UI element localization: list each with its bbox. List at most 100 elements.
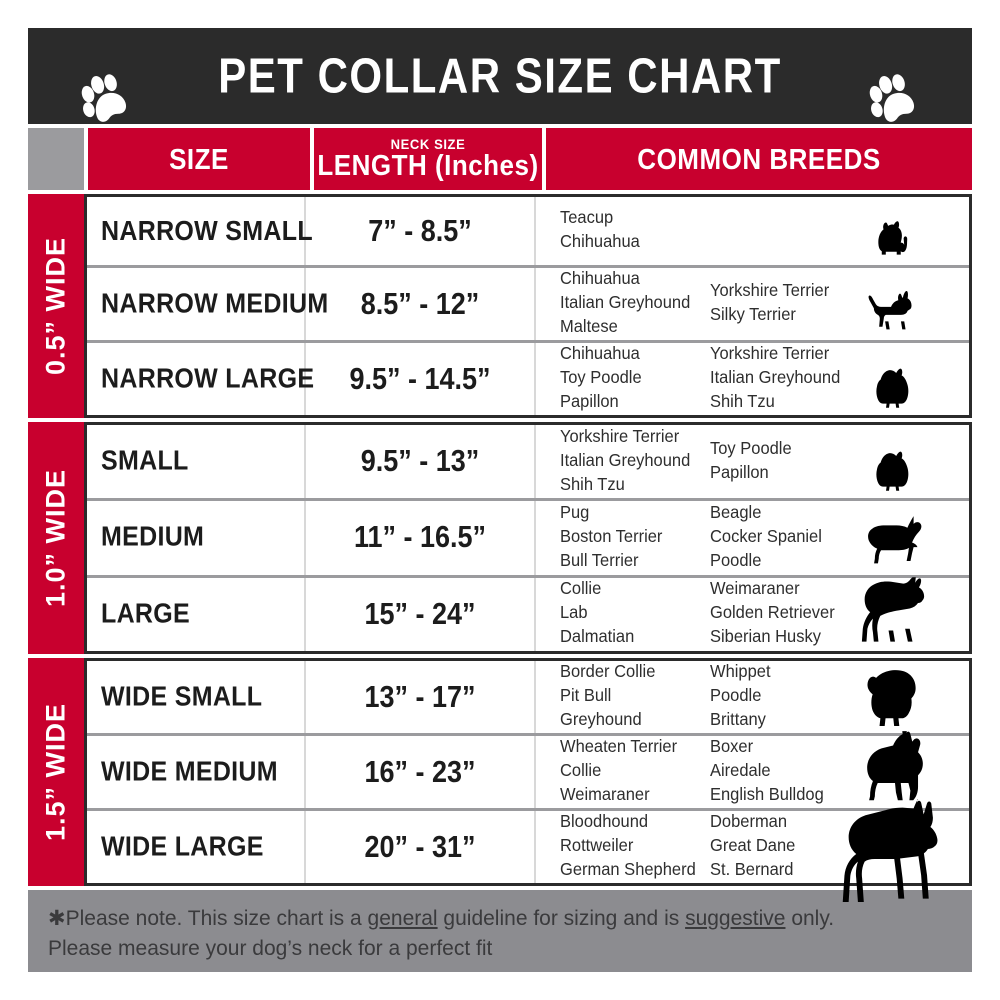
header-corner-cell — [28, 128, 84, 190]
group-width-text: 0.5” WIDE — [40, 236, 71, 376]
cell-size: SMALL — [87, 425, 306, 499]
breed-column: Yorkshire Terrier Italian Greyhound Shih T… — [560, 426, 710, 498]
cell-common-breeds: Pug Boston Terrier Bull Terrier Beagle Cocke… — [536, 501, 969, 574]
breed-name: Great Dane — [710, 836, 796, 856]
breed-name: Bull Terrier — [560, 551, 639, 571]
footer-underline-suggestive: suggestive — [685, 907, 786, 930]
width-group: 1.5” WIDE WIDE SMALL 13” - 17” Border Colli… — [28, 658, 972, 886]
group-width-text: 1.0” WIDE — [40, 468, 71, 608]
cell-common-breeds: Bloodhound Rottweiler German Shepherd Dober… — [536, 811, 969, 883]
breed-name: Border Collie — [560, 662, 656, 682]
group-width-label: 1.0” WIDE — [28, 422, 84, 654]
breed-column: Pug Boston Terrier Bull Terrier — [560, 502, 710, 574]
cell-size: NARROW SMALL — [87, 197, 313, 266]
group-width-label: 0.5” WIDE — [28, 194, 84, 418]
footer-text-c: only. — [785, 907, 835, 930]
neck-length-value: 9.5” - 14.5” — [349, 361, 491, 396]
breed-name: Chihuahua — [560, 232, 640, 252]
neck-length-value: 20” - 31” — [364, 829, 476, 864]
breed-name: English Bulldog — [710, 785, 824, 805]
table-row: MEDIUM 11” - 16.5” Pug Boston Terrier Bull T… — [87, 501, 969, 578]
cell-neck-length: 13” - 17” — [306, 661, 536, 733]
cell-size: MEDIUM — [87, 501, 306, 575]
breed-name: German Shepherd — [560, 860, 696, 880]
breed-name: Italian Greyhound — [560, 451, 691, 471]
breed-name: Wheaten Terrier — [560, 737, 678, 757]
breed-name: Doberman — [710, 812, 788, 832]
breed-column: Yorkshire Terrier Italian Greyhound Shih T… — [710, 343, 860, 415]
table-row: NARROW MEDIUM 8.5” - 12” Chihuahua Italian … — [87, 268, 969, 344]
breed-name: St. Bernard — [710, 860, 794, 880]
cell-neck-length: 9.5” - 13” — [306, 425, 536, 499]
neck-length-value: 11” - 16.5” — [353, 520, 487, 555]
neck-length-value: 15” - 24” — [364, 596, 476, 631]
breed-name: Toy Poodle — [560, 368, 642, 388]
breed-name: Italian Greyhound — [560, 293, 691, 313]
bulldog-silhouette-icon — [852, 664, 938, 733]
table-row: NARROW SMALL 7” - 8.5” Teacup Chihuahua — [87, 197, 969, 269]
breed-name: Shih Tzu — [710, 392, 775, 412]
cell-common-breeds: Border Collie Pit Bull Greyhound Whippet Poo… — [536, 661, 969, 733]
cell-neck-length: 15” - 24” — [306, 577, 536, 651]
cell-size: LARGE — [87, 577, 306, 651]
neck-length-value: 9.5” - 13” — [360, 444, 480, 478]
table-row: WIDE LARGE 20” - 31” Bloodhound Rottweiler G… — [87, 811, 969, 883]
breed-column: Border Collie Pit Bull Greyhound — [560, 661, 710, 733]
breed-name: Cocker Spaniel — [710, 527, 822, 547]
size-label: NARROW MEDIUM — [101, 288, 329, 320]
size-label: WIDE LARGE — [101, 831, 264, 862]
yorkshire-terrier-silhouette-icon — [866, 219, 924, 265]
pug-silhouette-icon — [856, 513, 934, 575]
breed-name: Lab — [560, 603, 588, 623]
breed-name: Teacup — [560, 208, 614, 228]
breed-name: Pug — [560, 503, 590, 523]
group-width-label: 1.5” WIDE — [28, 658, 84, 886]
cell-neck-length: 7” - 8.5” — [306, 197, 536, 266]
neck-length-value: 16” - 23” — [364, 754, 476, 789]
breed-name: Chihuahua — [560, 344, 640, 364]
breed-column: Beagle Cocker Spaniel Poodle — [710, 502, 860, 574]
breed-name: Italian Greyhound — [710, 368, 841, 388]
cell-neck-length: 8.5” - 12” — [306, 268, 536, 341]
dog-silhouette-cell — [825, 197, 965, 265]
cell-size: WIDE SMALL — [87, 661, 306, 733]
footer-text-b: guideline for sizing and is — [437, 907, 686, 930]
paw-print-icon — [81, 74, 127, 122]
cell-common-breeds: Collie Lab Dalmatian Weimaraner Golden Retri… — [536, 578, 969, 651]
group-rows: NARROW SMALL 7” - 8.5” Teacup Chihuahua NARR… — [84, 194, 972, 418]
neck-length-value: 13” - 17” — [364, 679, 476, 714]
size-label: WIDE MEDIUM — [101, 756, 278, 787]
breed-name: Brittany — [710, 710, 766, 730]
cell-size: NARROW MEDIUM — [87, 268, 328, 341]
header-size: SIZE — [88, 128, 310, 190]
cell-neck-length: 11” - 16.5” — [306, 501, 536, 575]
breed-column: Toy Poodle Papillon — [710, 438, 860, 486]
breed-name: Yorkshire Terrier — [710, 344, 830, 364]
size-label: MEDIUM — [101, 522, 205, 553]
size-label: NARROW LARGE — [101, 363, 315, 394]
breed-name: Boxer — [710, 737, 754, 757]
footer-text-a: ✱Please note. This size chart is a — [48, 907, 368, 930]
greyhound-silhouette-icon — [849, 577, 941, 651]
cell-common-breeds: Wheaten Terrier Collie Weimaraner Boxer Aire… — [536, 736, 969, 808]
breed-column: Collie Lab Dalmatian — [560, 578, 710, 650]
breed-name: Collie — [560, 579, 602, 599]
cell-neck-length: 20” - 31” — [306, 811, 536, 883]
cell-common-breeds: Teacup Chihuahua — [536, 197, 969, 265]
breed-name: Toy Poodle — [710, 439, 792, 459]
size-label: NARROW SMALL — [101, 215, 313, 247]
pomeranian-silhouette-icon — [865, 367, 925, 415]
breed-name: Yorkshire Terrier — [560, 427, 680, 447]
paw-print-icon — [869, 74, 915, 122]
breed-name: Pit Bull — [560, 686, 612, 706]
page-title: PET COLLAR SIZE CHART — [218, 47, 782, 104]
table-header-row: SIZE NECK SIZE LENGTH (Inches) COMMON BR… — [28, 128, 972, 190]
breed-name: Poodle — [710, 686, 762, 706]
breed-name: Beagle — [710, 503, 762, 523]
breed-name: Siberian Husky — [710, 627, 821, 647]
breed-column: Yorkshire Terrier Silky Terrier — [710, 280, 860, 328]
cell-common-breeds: Yorkshire Terrier Italian Greyhound Shih T… — [536, 425, 969, 498]
group-rows: SMALL 9.5” - 13” Yorkshire Terrier Italian … — [84, 422, 972, 654]
cell-size: WIDE LARGE — [87, 811, 306, 883]
